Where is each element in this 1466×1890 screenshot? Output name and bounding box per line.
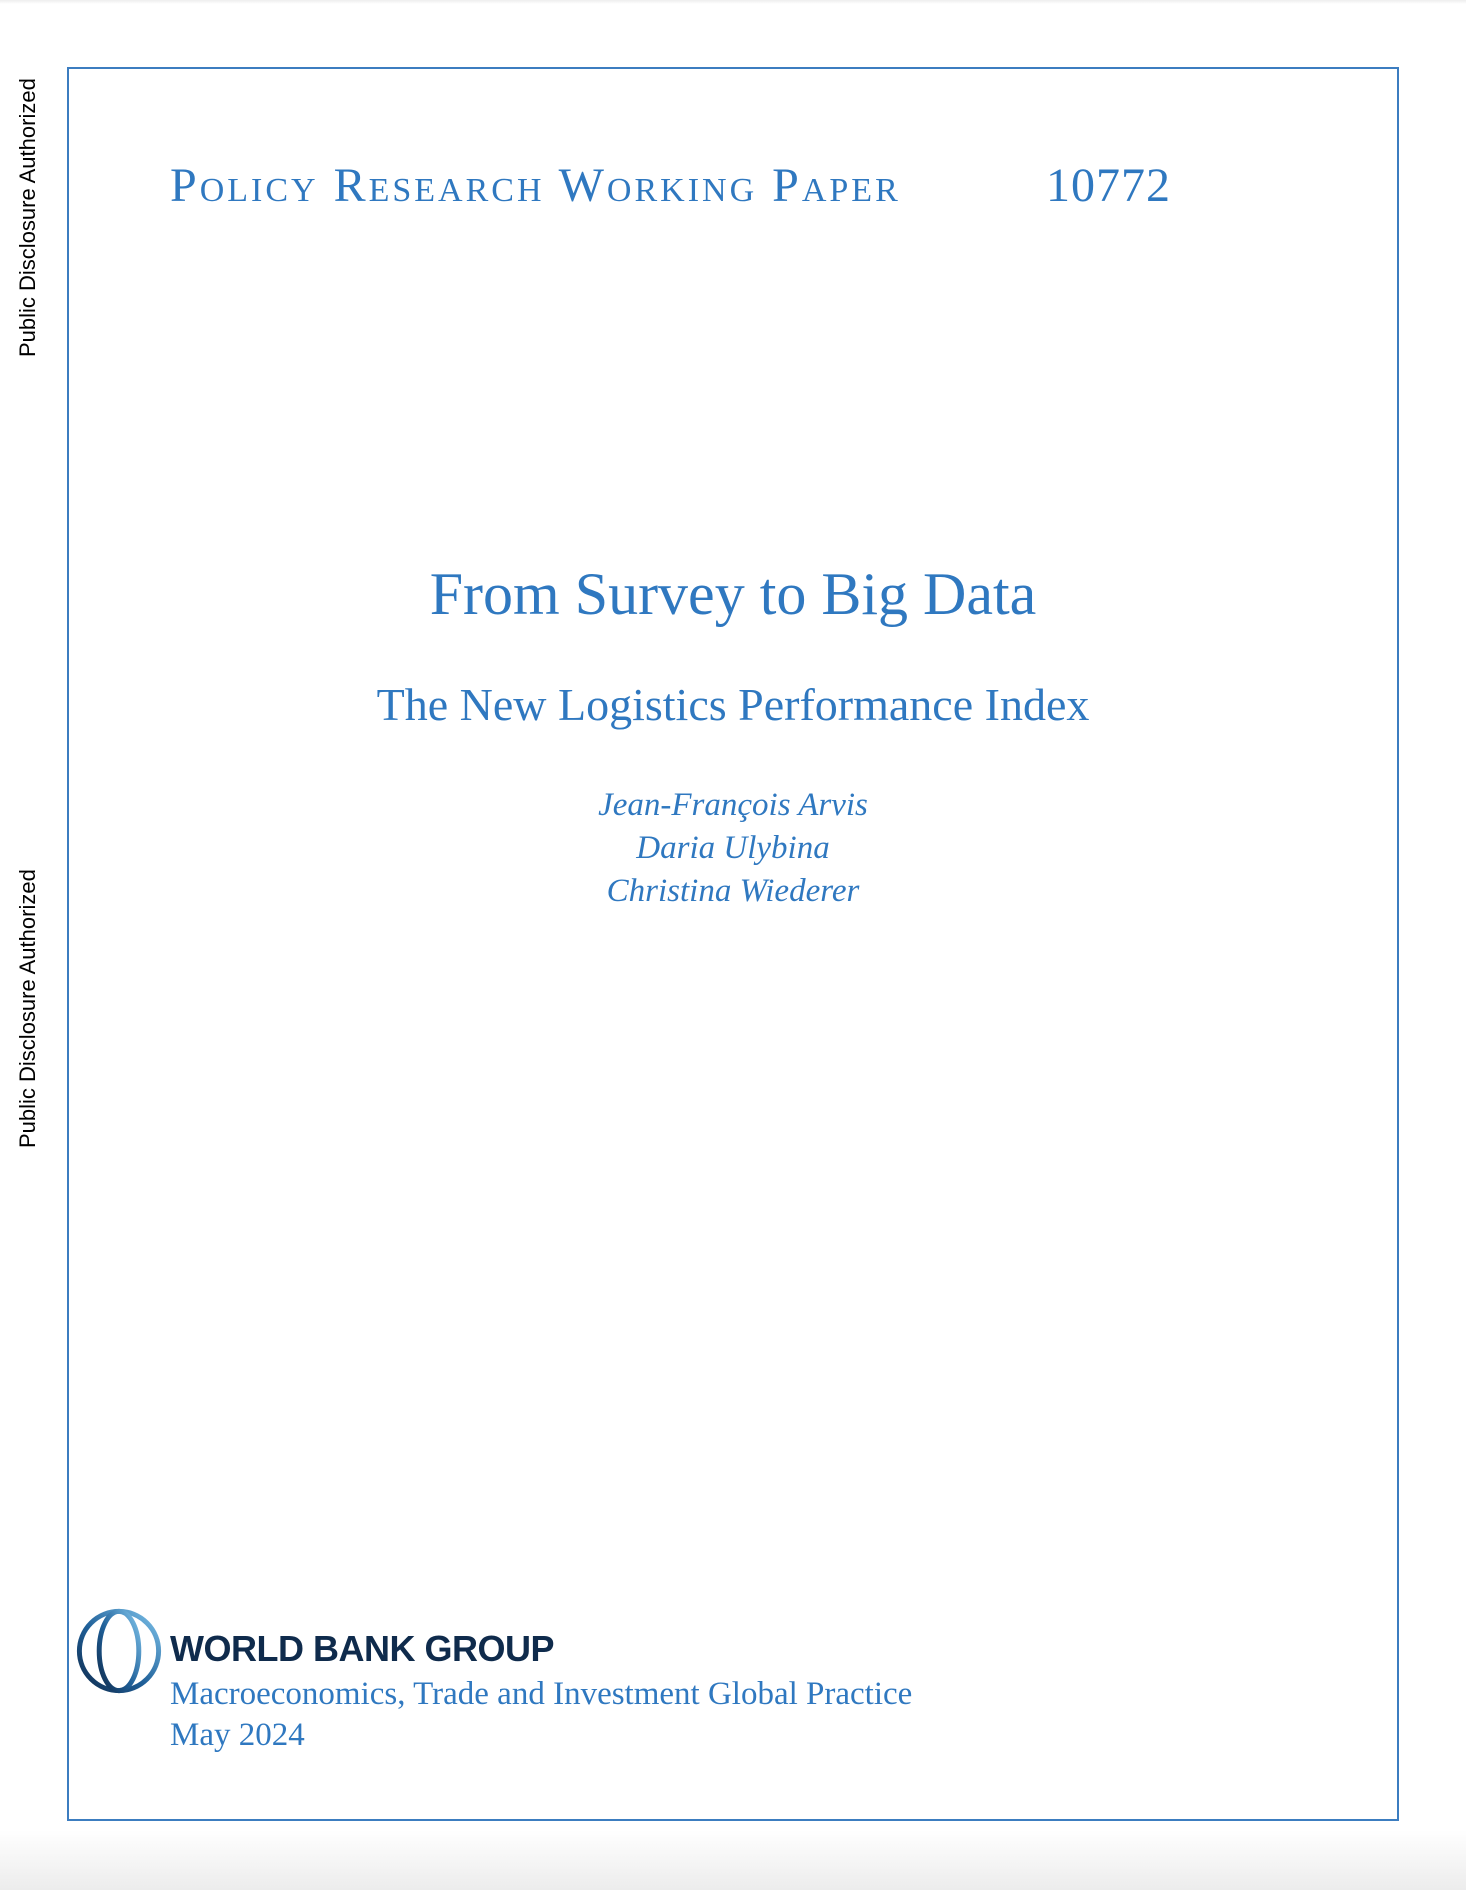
global-practice: Macroeconomics, Trade and Investment Glo… — [170, 1676, 913, 1712]
page-top-edge — [0, 0, 1466, 4]
world-bank-globe-icon — [76, 1608, 162, 1694]
author-name: Christina Wiederer — [606, 873, 860, 909]
series-title: Policy Research Working Paper — [170, 159, 901, 212]
side-label-disclosure-top: Public Disclosure Authorized — [15, 78, 40, 357]
organization-name: WORLD BANK GROUP — [170, 1628, 554, 1669]
paper-subtitle: The New Logistics Performance Index — [376, 679, 1090, 730]
paper-number: 10772 — [1046, 159, 1171, 212]
cover-frame — [67, 67, 1399, 1821]
author-name: Jean-François Arvis — [598, 787, 868, 823]
page-bottom-edge — [0, 1830, 1466, 1890]
publication-date: May 2024 — [170, 1717, 305, 1753]
author-list: Jean-François Arvis Daria Ulybina Christ… — [0, 784, 1466, 913]
paper-title: From Survey to Big Data — [429, 561, 1037, 627]
author-name: Daria Ulybina — [636, 830, 830, 866]
